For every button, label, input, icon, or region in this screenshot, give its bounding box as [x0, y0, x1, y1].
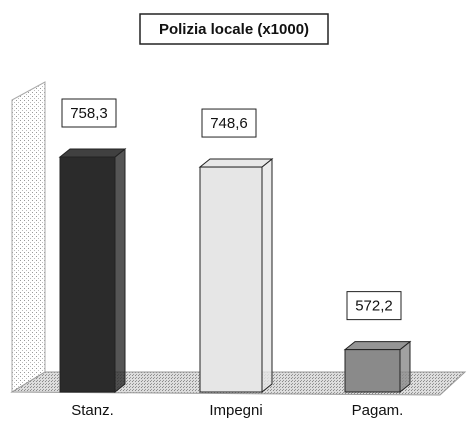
bar-side — [261, 157, 273, 394]
title-box — [139, 13, 329, 45]
bar — [344, 349, 401, 393]
bar — [59, 156, 116, 393]
bar-top — [58, 148, 127, 158]
value-label-box — [346, 291, 402, 321]
x-tick-label: Stanz. — [71, 402, 114, 419]
x-tick-label: Impegni — [209, 402, 262, 419]
value-label-box — [201, 108, 257, 138]
bar-side — [114, 147, 126, 394]
value-label: 748,6 — [210, 115, 248, 132]
bar-top — [343, 341, 412, 351]
bar-side — [399, 340, 411, 394]
value-label: 572,2 — [355, 298, 393, 315]
side-wall — [11, 81, 46, 393]
value-label: 758,3 — [70, 105, 108, 122]
chart-title: Polizia locale (x1000) — [159, 21, 309, 38]
x-tick-label: Pagam. — [352, 402, 404, 419]
value-label-box — [61, 98, 117, 128]
bar-top — [198, 158, 274, 168]
bar — [199, 166, 263, 393]
